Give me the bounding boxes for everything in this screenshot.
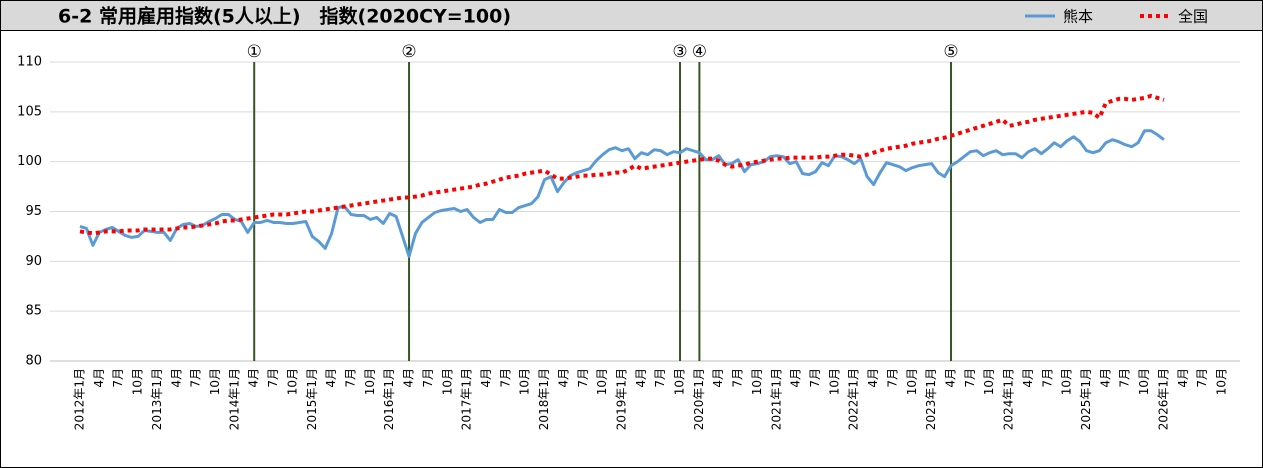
x-tick-label: 2025年1月 <box>1079 368 1093 430</box>
x-tick-label: 2014年1月 <box>227 368 241 430</box>
x-tick-label: 4月 <box>169 368 183 388</box>
annotation-label: ④ <box>692 42 707 62</box>
x-tick-label: 7月 <box>808 368 822 388</box>
x-tick-label: 10月 <box>827 368 841 395</box>
x-tick-label: 2015年1月 <box>305 368 319 430</box>
x-tick-label: 7月 <box>963 368 977 388</box>
x-tick-label: 2024年1月 <box>1002 368 1016 430</box>
legend-label: 熊本 <box>1063 8 1093 26</box>
series-line <box>79 129 1165 258</box>
annotation-label: ② <box>401 42 416 62</box>
x-tick-label: 10月 <box>750 368 764 395</box>
x-tick-label: 7月 <box>343 368 357 388</box>
y-tick-label: 80 <box>25 354 42 369</box>
x-tick-label: 7月 <box>576 368 590 388</box>
x-tick-label: 2026年1月 <box>1156 368 1170 430</box>
x-tick-label: 7月 <box>498 368 512 388</box>
x-tick-label: 2016年1月 <box>382 368 396 430</box>
x-tick-label: 10月 <box>673 368 687 395</box>
annotation-label: ③ <box>672 42 687 62</box>
x-tick-label: 7月 <box>1040 368 1054 388</box>
y-tick-label: 100 <box>17 154 42 169</box>
x-tick-label: 10月 <box>982 368 996 395</box>
x-tick-label: 4月 <box>92 368 106 388</box>
x-tick-label: 10月 <box>518 368 532 395</box>
legend-label: 全国 <box>1178 8 1208 26</box>
x-tick-label: 10月 <box>363 368 377 395</box>
x-tick-label: 7月 <box>731 368 745 388</box>
x-tick-label: 10月 <box>1137 368 1151 395</box>
x-tick-label: 7月 <box>885 368 899 388</box>
x-tick-label: 7月 <box>1118 368 1132 388</box>
x-tick-label: 10月 <box>285 368 299 395</box>
x-tick-label: 2021年1月 <box>769 368 783 430</box>
annotation-label: ① <box>247 42 262 62</box>
annotation-label: ⑤ <box>943 42 958 62</box>
x-tick-label: 7月 <box>653 368 667 388</box>
x-tick-label: 4月 <box>556 368 570 388</box>
y-tick-label: 90 <box>25 254 42 269</box>
x-tick-label: 10月 <box>905 368 919 395</box>
x-tick-label: 10月 <box>1215 368 1229 395</box>
x-tick-label: 4月 <box>247 368 261 388</box>
x-tick-label: 7月 <box>1195 368 1209 388</box>
x-tick-label: 4月 <box>1021 368 1035 388</box>
x-tick-label: 4月 <box>634 368 648 388</box>
x-tick-label: 4月 <box>866 368 880 388</box>
x-tick-label: 7月 <box>189 368 203 388</box>
x-tick-label: 4月 <box>789 368 803 388</box>
x-tick-label: 2018年1月 <box>537 368 551 430</box>
y-tick-label: 95 <box>25 204 42 219</box>
x-tick-label: 7月 <box>266 368 280 388</box>
x-tick-label: 2020年1月 <box>692 368 706 430</box>
y-tick-label: 85 <box>25 304 42 319</box>
x-tick-label: 7月 <box>111 368 125 388</box>
y-tick-label: 105 <box>17 104 42 119</box>
x-tick-label: 10月 <box>595 368 609 395</box>
x-tick-label: 4月 <box>479 368 493 388</box>
x-tick-label: 10月 <box>208 368 222 395</box>
x-tick-label: 2019年1月 <box>614 368 628 430</box>
x-tick-label: 2013年1月 <box>150 368 164 430</box>
x-tick-label: 2022年1月 <box>847 368 861 430</box>
series-line <box>79 93 1165 236</box>
x-tick-label: 10月 <box>131 368 145 395</box>
chart-title: 6-2 常用雇用指数(5人以上) 指数(2020CY=100) <box>58 5 511 28</box>
x-tick-label: 4月 <box>402 368 416 388</box>
x-tick-label: 10月 <box>1060 368 1074 395</box>
x-tick-label: 7月 <box>421 368 435 388</box>
y-tick-label: 110 <box>17 55 42 70</box>
x-tick-label: 4月 <box>1098 368 1112 388</box>
x-tick-label: 2017年1月 <box>460 368 474 430</box>
x-tick-label: 2023年1月 <box>924 368 938 430</box>
x-tick-label: 2012年1月 <box>73 368 87 430</box>
x-tick-label: 4月 <box>1176 368 1190 388</box>
x-tick-label: 4月 <box>711 368 725 388</box>
x-tick-label: 4月 <box>324 368 338 388</box>
x-tick-label: 4月 <box>944 368 958 388</box>
x-tick-label: 10月 <box>440 368 454 395</box>
